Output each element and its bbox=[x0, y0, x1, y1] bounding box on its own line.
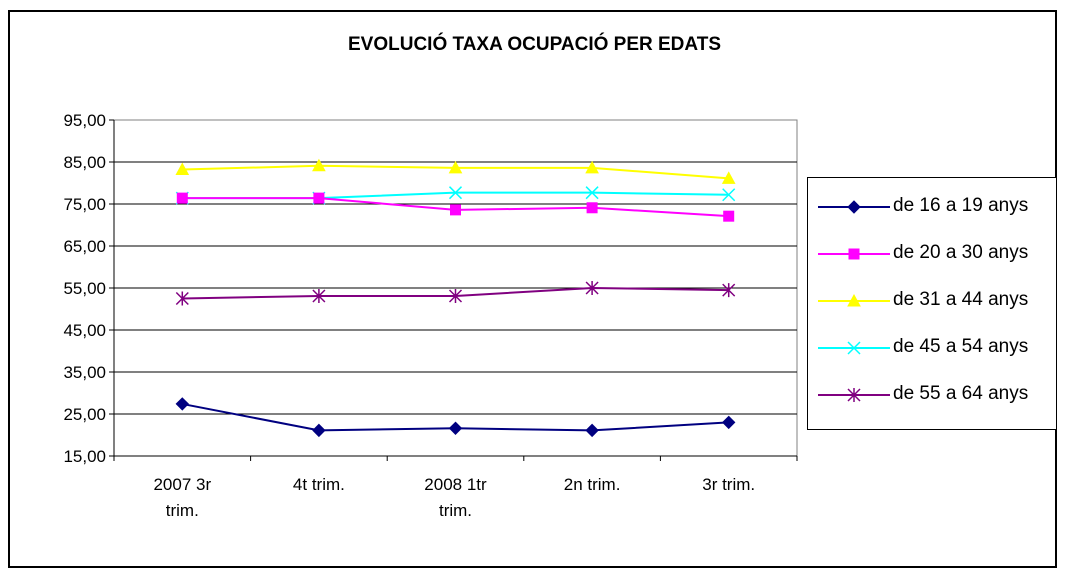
data-point bbox=[448, 160, 463, 174]
data-point bbox=[450, 204, 461, 216]
x-tick-label: 2008 1tr trim. bbox=[424, 475, 487, 520]
legend-swatch bbox=[818, 248, 890, 260]
data-point bbox=[585, 160, 599, 174]
legend-label: de 20 a 30 anys bbox=[893, 242, 1029, 263]
legend-item: de 31 a 44 anys bbox=[808, 286, 1056, 316]
legend-swatch bbox=[818, 200, 890, 214]
y-tick-label: 85,00 bbox=[63, 153, 106, 172]
x-tick-label: 3r trim. bbox=[702, 475, 755, 494]
data-point bbox=[175, 397, 190, 411]
data-point bbox=[722, 283, 736, 298]
legend-item: de 20 a 30 anys bbox=[808, 239, 1056, 269]
legend-label: de 45 a 54 anys bbox=[893, 336, 1029, 357]
chart-frame: EVOLUCIÓ TAXA OCUPACIÓ PER EDATS 95,00 85… bbox=[8, 10, 1057, 568]
data-point bbox=[312, 158, 326, 172]
data-point bbox=[175, 291, 189, 306]
chart-title: EVOLUCIÓ TAXA OCUPACIÓ PER EDATS bbox=[348, 34, 721, 55]
data-point bbox=[723, 210, 735, 222]
y-tick-label: 35,00 bbox=[63, 363, 106, 382]
y-tick-label: 75,00 bbox=[63, 195, 106, 214]
data-point bbox=[313, 192, 325, 204]
x-tick-label: 2007 3r trim. bbox=[153, 475, 211, 520]
legend-label: de 16 a 19 anys bbox=[893, 195, 1029, 216]
data-point bbox=[585, 423, 599, 438]
chart-plot: 95,00 85,00 75,00 65,00 55,00 45,00 35,00 25,00… bbox=[63, 111, 798, 520]
legend-label: de 31 a 44 anys bbox=[893, 289, 1029, 310]
chart-legend: de 16 a 19 anys de 20 a 30 anys de 31 a 44… bbox=[807, 177, 1057, 430]
data-point bbox=[721, 415, 736, 430]
x-tick-label: 2n trim. bbox=[564, 475, 621, 494]
data-point bbox=[175, 162, 190, 176]
legend-swatch bbox=[818, 293, 890, 307]
data-point bbox=[448, 421, 463, 435]
y-tick-label: 65,00 bbox=[63, 237, 106, 256]
data-point bbox=[721, 171, 736, 184]
legend-marker bbox=[847, 293, 861, 307]
y-tick-label: 25,00 bbox=[63, 405, 106, 424]
legend-item: de 55 a 64 anys bbox=[808, 380, 1056, 410]
data-point bbox=[585, 281, 599, 295]
y-tick-label: 45,00 bbox=[63, 321, 106, 340]
legend-marker bbox=[847, 388, 861, 402]
y-tick-label: 95,00 bbox=[63, 111, 106, 130]
legend-marker bbox=[847, 200, 861, 214]
data-point bbox=[586, 202, 598, 214]
y-tick-label: 15,00 bbox=[63, 447, 106, 466]
data-point bbox=[312, 423, 326, 438]
legend-item: de 45 a 54 anys bbox=[808, 333, 1056, 363]
y-tick-label: 55,00 bbox=[63, 279, 106, 298]
data-point bbox=[585, 186, 599, 200]
legend-label: de 55 a 64 anys bbox=[893, 383, 1029, 404]
legend-item: de 16 a 19 anys bbox=[808, 192, 1056, 222]
legend-marker bbox=[848, 248, 860, 260]
legend-swatch bbox=[818, 388, 890, 402]
legend-marker bbox=[847, 341, 861, 355]
data-point bbox=[722, 188, 736, 202]
legend-swatch bbox=[818, 341, 890, 355]
data-point bbox=[176, 192, 188, 204]
data-point bbox=[448, 186, 463, 200]
data-point bbox=[312, 288, 326, 303]
data-point bbox=[448, 288, 463, 303]
x-tick-label: 4t trim. bbox=[293, 475, 345, 494]
